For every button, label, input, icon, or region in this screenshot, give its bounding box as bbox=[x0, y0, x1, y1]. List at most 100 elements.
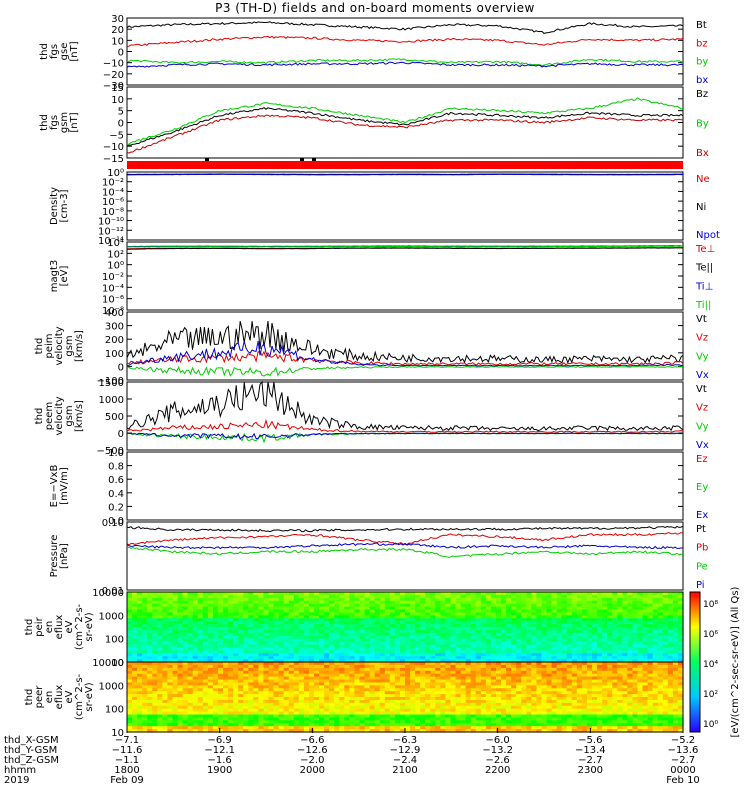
colorbar-label: [eV/(cm^2-sec-sr-eV)] (All Qs) bbox=[730, 586, 741, 737]
ylabel-peer_en_eflux-3: eflux bbox=[54, 685, 65, 710]
panel-frame-temperature bbox=[126, 241, 684, 311]
panel-frame-fgs_gse bbox=[126, 17, 684, 86]
ytick-label-fgs_gse: 0 bbox=[118, 48, 124, 59]
ytick-label-peem_velocity: 0 bbox=[118, 429, 124, 440]
legend-fgs_gsm-By: By bbox=[696, 119, 709, 130]
ylabel-efield-0: E=−VxB bbox=[49, 465, 60, 508]
ytick-label-peer_en_eflux: 10 bbox=[111, 728, 124, 739]
series-line-fgs_gsm-Bx bbox=[126, 114, 684, 154]
legend-fgs_gse-bz: bz bbox=[696, 38, 708, 49]
status-bar bbox=[127, 161, 683, 169]
legend-peim_velocity-Vy: Vy bbox=[696, 351, 709, 362]
ytick-label-fgs_gsm: 0 bbox=[118, 119, 124, 130]
ytick-label-peer_en_eflux: 10000 bbox=[92, 658, 124, 669]
xaxis-value: −2.6 bbox=[486, 755, 510, 766]
ylabel-peir_en_eflux-4: eV bbox=[64, 620, 75, 633]
ylabel-peem_velocity-1: peem bbox=[44, 402, 55, 430]
ytick-label-temperature: 10⁻⁸ bbox=[102, 306, 124, 317]
ytick-label-peim_velocity: 400 bbox=[105, 308, 124, 319]
xaxis-row-name: thd_Y-GSM bbox=[4, 745, 57, 756]
ylabel-efield-1: [mV/m] bbox=[59, 467, 70, 505]
ytick-label-temperature: 10⁰ bbox=[107, 261, 124, 272]
ytick-label-efield: 0.2 bbox=[108, 502, 124, 513]
series-line-peim_velocity-Vz bbox=[126, 350, 684, 366]
ylabel-peer_en_eflux-1: peer bbox=[34, 685, 45, 709]
ylabel-peir_en_eflux-0: thd bbox=[24, 619, 35, 636]
series-line-fgs_gsm-By bbox=[126, 97, 684, 146]
ylabel-peir_en_eflux-3: eflux bbox=[54, 615, 65, 640]
colorbar-tick: 10⁴ bbox=[703, 660, 718, 670]
ylabel-fgs_gsm-0: thd bbox=[39, 114, 50, 131]
panel-frame-pressure bbox=[126, 521, 684, 591]
ytick-label-peim_velocity: −100 bbox=[97, 376, 124, 387]
xaxis-value: −11.6 bbox=[112, 745, 143, 756]
xaxis-row-name: thd_X-GSM bbox=[4, 735, 59, 746]
ylabel-peem_velocity-2: velocity bbox=[54, 396, 65, 435]
ytick-label-fgs_gse: 20 bbox=[111, 25, 124, 36]
ytick-label-density: 10⁻⁸ bbox=[102, 207, 124, 218]
ylabel-fgs_gse-2: gse bbox=[59, 43, 70, 61]
ytick-label-temperature: 10⁻⁴ bbox=[102, 283, 124, 294]
ylabel-peim_velocity-1: peim bbox=[44, 333, 55, 358]
ylabel-fgs_gse-1: fgs bbox=[49, 44, 60, 59]
xaxis-value: −2.7 bbox=[671, 755, 695, 766]
xaxis-value: −6.9 bbox=[208, 735, 232, 746]
legend-pressure-Pi: Pi bbox=[696, 580, 705, 591]
ylabel-fgs_gsm-2: gsm bbox=[59, 112, 70, 133]
ytick-label-efield: 0.8 bbox=[108, 462, 124, 473]
colorbar-tick: 10⁸ bbox=[703, 600, 718, 610]
ytick-label-efield: 0.6 bbox=[108, 475, 124, 486]
ytick-label-peir_en_eflux: 100 bbox=[105, 635, 124, 646]
xaxis-value: −13.4 bbox=[575, 745, 606, 756]
legend-peem_velocity-Vt: Vt bbox=[696, 384, 707, 395]
xaxis-value: −5.2 bbox=[671, 735, 695, 746]
xaxis-value: −2.4 bbox=[393, 755, 417, 766]
legend-temperature-Ti⊥: Ti⊥ bbox=[695, 281, 713, 292]
ylabel-pressure-1: [nPa] bbox=[59, 543, 70, 569]
ylabel-peem_velocity-4: [km/s] bbox=[74, 400, 85, 432]
status-marker bbox=[205, 158, 209, 161]
legend-density-Ni: Ni bbox=[696, 202, 706, 213]
ytick-label-density: 10⁻⁴ bbox=[102, 187, 124, 198]
xaxis-value: −13.2 bbox=[482, 745, 513, 756]
legend-peim_velocity-Vt: Vt bbox=[696, 314, 707, 325]
legend-fgs_gsm-Bx: Bx bbox=[696, 148, 709, 159]
ytick-label-temperature: 10⁻² bbox=[102, 272, 124, 283]
ytick-label-density: 10⁻² bbox=[102, 178, 124, 189]
xaxis-value: Feb 09 bbox=[110, 775, 144, 786]
ylabel-peem_velocity-3: gsm bbox=[64, 405, 75, 426]
ylabel-temperature-0: magt3 bbox=[49, 260, 60, 293]
ytick-label-efield: 1.0 bbox=[108, 448, 124, 459]
ytick-label-efield: 0.0 bbox=[108, 516, 124, 527]
colorbar bbox=[689, 591, 701, 733]
legend-peem_velocity-Vx: Vx bbox=[696, 440, 709, 451]
ytick-label-peim_velocity: 300 bbox=[105, 322, 124, 333]
ytick-label-temperature: 10⁻⁶ bbox=[102, 295, 124, 306]
colorbar-tick: 10⁰ bbox=[703, 720, 718, 730]
series-line-pressure-Pe bbox=[126, 546, 684, 558]
ytick-label-fgs_gse: −20 bbox=[103, 70, 124, 81]
ytick-label-peir_en_eflux: 10 bbox=[111, 658, 124, 669]
ytick-label-density: 10⁻¹⁴ bbox=[98, 236, 124, 247]
xaxis-row-name: thd_Z-GSM bbox=[4, 755, 59, 766]
legend-peem_velocity-Vy: Vy bbox=[696, 421, 709, 432]
series-line-pressure-Pi bbox=[126, 542, 684, 550]
panel-frame-peem_velocity bbox=[126, 381, 684, 451]
series-line-temperature-Ti|| bbox=[126, 245, 684, 248]
xaxis-value: −7.1 bbox=[115, 735, 139, 746]
xaxis-value: 1900 bbox=[207, 765, 232, 776]
status-marker bbox=[312, 158, 316, 161]
legend-temperature-Te⊥: Te⊥ bbox=[695, 244, 715, 255]
xaxis-value: 2200 bbox=[485, 765, 510, 776]
ylabel-peir_en_eflux-2: en bbox=[44, 621, 55, 634]
ytick-label-fgs_gsm: 5 bbox=[118, 107, 124, 118]
legend-pressure-Pe: Pe bbox=[696, 561, 708, 572]
series-line-pressure-Pt bbox=[126, 525, 684, 533]
ytick-label-temperature: 10⁴ bbox=[107, 238, 124, 249]
xaxis-row-name: hhmm bbox=[4, 765, 36, 776]
xaxis-value: −1.6 bbox=[208, 755, 232, 766]
xaxis-value: −6.0 bbox=[486, 735, 510, 746]
xaxis-row-name: 2019 bbox=[4, 775, 29, 786]
ytick-label-peim_velocity: 100 bbox=[105, 349, 124, 360]
ytick-label-fgs_gse: −30 bbox=[103, 81, 124, 92]
